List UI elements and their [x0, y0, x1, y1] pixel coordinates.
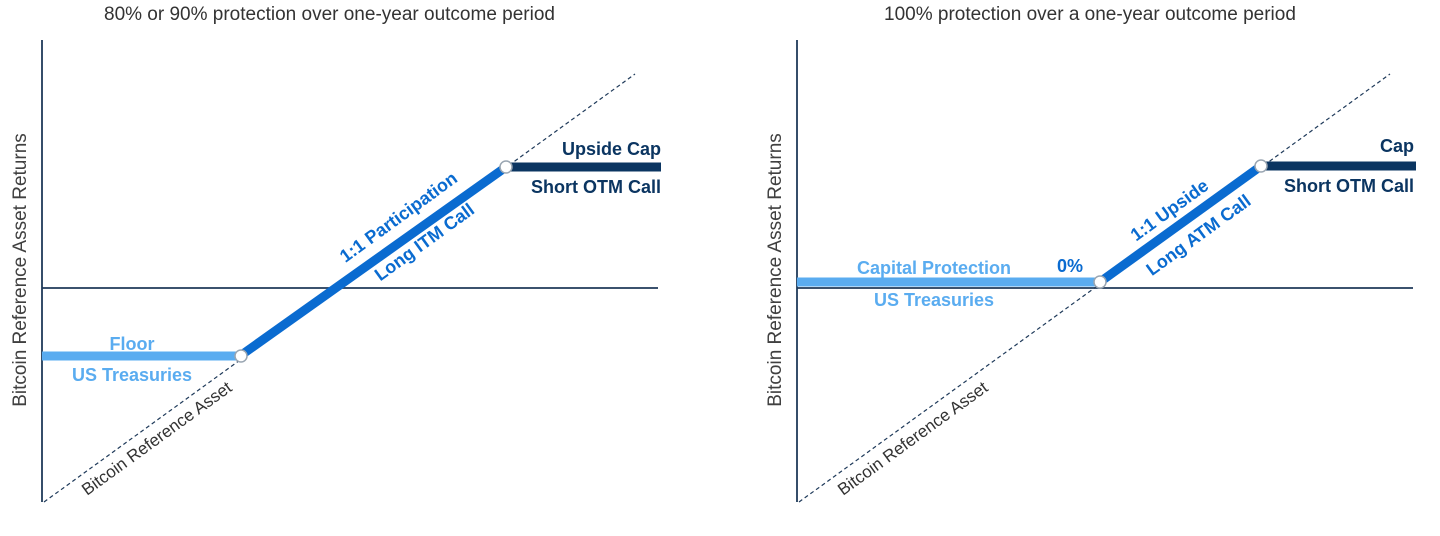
left-cap-kink-marker: [499, 160, 513, 174]
left-y-axis-label: Bitcoin Reference Asset Returns: [10, 133, 31, 407]
right-zero-percent-label: 0%: [1057, 256, 1083, 276]
left-diagram-title: 80% or 90% protection over one-year outc…: [104, 4, 555, 25]
right-zero-kink-marker: [1093, 275, 1107, 289]
left-payoff-diagram: 80% or 90% protection over one-year outc…: [10, 4, 661, 503]
right-cap-sub-label: Short OTM Call: [1284, 176, 1414, 196]
left-floor-kink-marker: [234, 349, 248, 363]
right-payoff-diagram: 100% protection over a one-year outcome …: [720, 0, 1440, 536]
left-cap-label: Upside Cap: [562, 139, 661, 159]
right-cap-label: Cap: [1380, 136, 1414, 156]
left-floor-sub-label: US Treasuries: [72, 365, 192, 385]
right-diagram-svg: Bitcoin Reference Asset Returns Bitcoin …: [765, 40, 1416, 503]
left-floor-label: Floor: [110, 334, 155, 354]
left-cap-sub-label: Short OTM Call: [531, 177, 661, 197]
right-reference-asset-label: Bitcoin Reference Asset: [834, 378, 991, 500]
left-participation-segment: [237, 163, 509, 360]
right-reference-asset-line: [798, 73, 1391, 503]
right-upside-segment: [1097, 162, 1264, 286]
right-diagram-title: 100% protection over a one-year outcome …: [884, 4, 1296, 25]
right-cap-kink-marker: [1254, 159, 1268, 173]
right-protection-sub-label: US Treasuries: [874, 290, 994, 310]
right-y-axis-label: Bitcoin Reference Asset Returns: [765, 133, 786, 407]
left-reference-asset-label: Bitcoin Reference Asset: [78, 378, 235, 500]
left-diagram-svg: Bitcoin Reference Asset Returns Bitcoin …: [10, 40, 661, 503]
right-protection-label: Capital Protection: [857, 258, 1011, 278]
